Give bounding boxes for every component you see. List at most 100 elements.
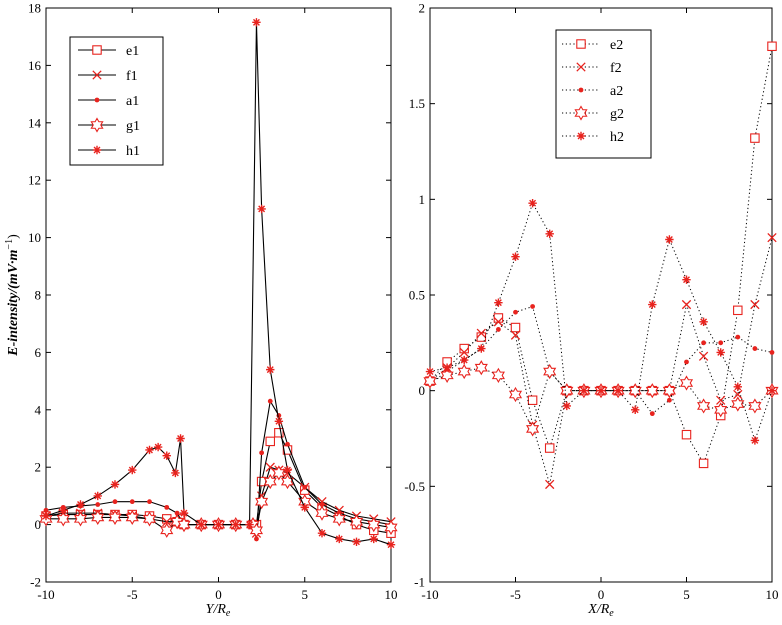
- series-g1-point: [263, 473, 277, 490]
- series-e1-point: [265, 436, 275, 447]
- series-a1-point: [267, 398, 273, 404]
- y-tick-label: 8: [35, 288, 42, 303]
- y-tick-label: 16: [28, 58, 42, 73]
- series-e2-point: [527, 395, 538, 405]
- x-tick-label: -10: [37, 587, 54, 602]
- y-tick-label: 10: [28, 230, 41, 245]
- legend-label: a2: [610, 84, 623, 99]
- series-e2-line: [429, 46, 773, 465]
- x-tick-label: -5: [510, 587, 521, 602]
- series-f2-point: [476, 328, 486, 338]
- y-tick-label: -2: [30, 575, 41, 590]
- right-legend-box: [555, 29, 652, 159]
- series-h2-point: [562, 401, 571, 411]
- y-tick-label: 6: [35, 345, 42, 360]
- series-h1-point: [386, 540, 396, 549]
- series-a1-point: [147, 499, 152, 505]
- series-h2-point: [767, 386, 777, 395]
- legend-label: f1: [126, 69, 138, 84]
- series-h1-point: [231, 520, 240, 529]
- series-g1-point: [56, 511, 70, 527]
- legend-label: a1: [126, 94, 139, 109]
- series-a1-point: [319, 502, 325, 507]
- series-g1-point: [108, 509, 122, 526]
- series-h2-point: [511, 252, 520, 261]
- left-legend: e1 f1 a1 g1 h1: [69, 36, 164, 166]
- series-e2-point: [544, 443, 555, 453]
- series-a1-point: [43, 507, 49, 513]
- legend-item-a2: a2: [562, 84, 623, 99]
- y-tick-label: 1.5: [409, 96, 425, 111]
- series-h2-point: [442, 363, 452, 372]
- series-f2-point: [750, 299, 760, 310]
- y-tick-label: -0.5: [404, 479, 425, 494]
- series-h1-point: [245, 520, 254, 529]
- series-h1-point: [317, 529, 327, 538]
- series-h2-point: [716, 348, 725, 357]
- series-h1-point: [176, 434, 185, 443]
- right-chart: -10 -5 0 5 10 -1 -0.5 0 0.5 1 1.5 2 X/Re e2 f2 a2 g2 h2: [404, 1, 779, 619]
- series-g2-point: [731, 396, 745, 412]
- series-h2-point: [528, 198, 537, 208]
- series-a2-point: [684, 359, 689, 365]
- series-h1-point: [41, 511, 51, 521]
- y-tick-label: -1: [414, 575, 425, 590]
- series-f1-point: [334, 505, 344, 515]
- series-h1-point: [252, 18, 261, 27]
- series-g2-point: [491, 367, 505, 383]
- series-f2-point: [681, 299, 692, 310]
- series-g2-point: [560, 383, 574, 399]
- series-h1-point: [274, 417, 284, 426]
- series-a1-point: [302, 484, 308, 490]
- right-ticks: -10 -5 0 5 10 -1 -0.5 0 0.5 1 1.5 2: [404, 1, 778, 603]
- series-f2-point: [493, 317, 504, 327]
- legend-label: f2: [610, 61, 622, 76]
- series-h2-point: [648, 300, 657, 309]
- series-h2-point: [579, 386, 589, 395]
- series-a1-point: [112, 499, 118, 505]
- series-h1-point: [352, 537, 361, 547]
- series-a1-point: [259, 450, 265, 456]
- left-x-axis-label: Y/Re: [206, 602, 231, 619]
- legend-item-g2: g2: [562, 105, 624, 122]
- series-g1-point: [315, 505, 329, 521]
- x-tick-label: -10: [421, 587, 438, 602]
- right-series: [423, 41, 779, 490]
- series-f2-point: [459, 347, 469, 358]
- series-a2-point: [701, 340, 706, 346]
- series-g2-point: [508, 386, 523, 403]
- series-f1-point: [317, 496, 327, 507]
- series-a2-point: [649, 411, 655, 417]
- series-h2-line: [429, 201, 773, 442]
- series-h2-point: [460, 355, 469, 365]
- series-g2-point: [543, 363, 557, 380]
- series-h1-point: [145, 445, 154, 455]
- x-tick-label: 5: [683, 587, 690, 602]
- series-a2-point: [769, 350, 775, 355]
- series-g2-point: [714, 402, 728, 418]
- series-f1-point: [162, 517, 172, 527]
- series-f2-point: [733, 389, 743, 400]
- series-g1-point: [91, 509, 105, 526]
- y-tick-label: 2: [419, 1, 426, 16]
- series-g2-point: [457, 363, 471, 380]
- y-tick-label: 4: [35, 402, 42, 417]
- legend-label: e2: [610, 38, 623, 53]
- x-tick-label: 0: [598, 587, 605, 602]
- series-h2-point: [733, 382, 742, 392]
- series-h1-point: [335, 534, 344, 544]
- right-x-axis-label: X/Re: [587, 602, 614, 619]
- series-g2-point: [697, 398, 711, 414]
- series-f2-point: [767, 232, 777, 243]
- series-h2-point: [665, 235, 674, 244]
- series-e2-point: [767, 41, 777, 52]
- left-series: [39, 18, 398, 549]
- series-g1-point: [125, 509, 139, 526]
- series-a2-point: [718, 340, 724, 346]
- series-g1-point: [255, 494, 269, 510]
- legend-item-f2: f2: [562, 61, 622, 76]
- y-tick-label: 18: [28, 1, 41, 16]
- right-legend: e2 f2 a2 g2 h2: [555, 29, 652, 159]
- series-h1-point: [93, 491, 102, 501]
